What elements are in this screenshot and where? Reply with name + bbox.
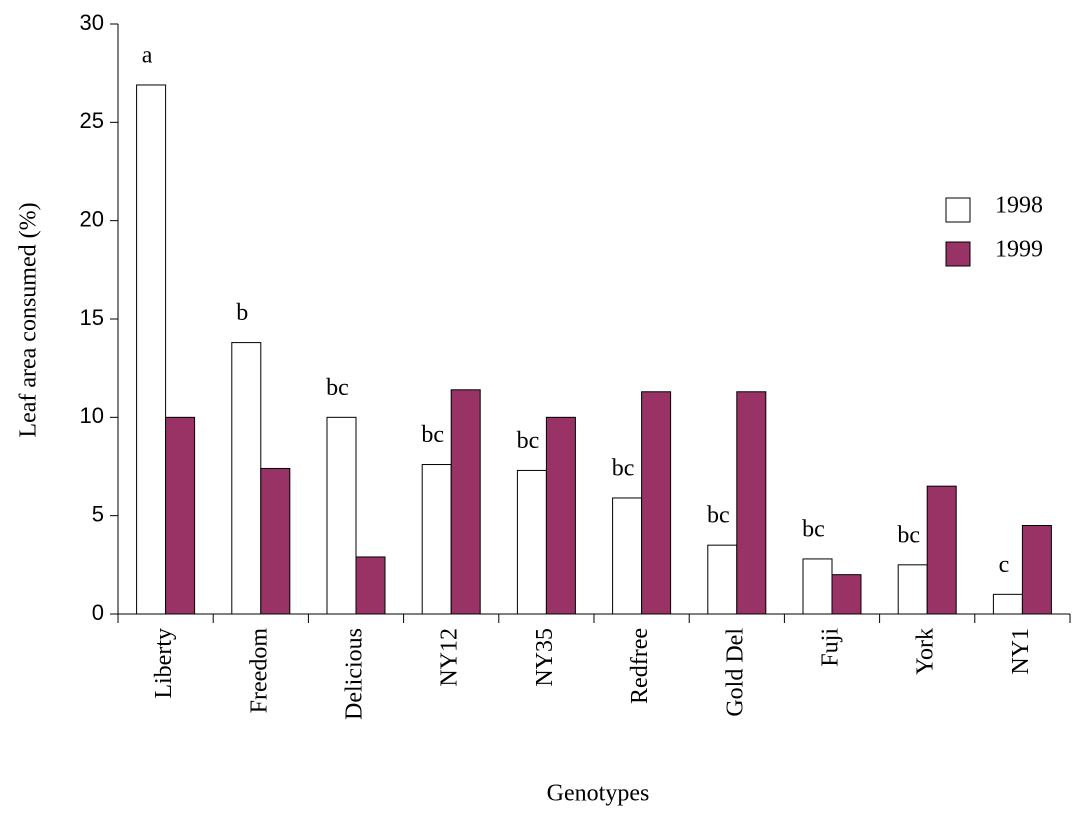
- bar: [231, 342, 262, 615]
- x-tick-label: Redfree: [627, 628, 653, 704]
- y-tick-label: 15: [80, 305, 104, 330]
- bar: [545, 416, 576, 615]
- bar: [326, 416, 357, 615]
- bar: [165, 416, 196, 615]
- x-tick-label: NY35: [532, 628, 558, 687]
- annotation: bc: [707, 503, 730, 529]
- annotation: c: [999, 552, 1010, 578]
- bar: [612, 497, 643, 615]
- annotation: bc: [326, 375, 349, 401]
- bar: [421, 464, 452, 615]
- annotation: bc: [421, 422, 444, 448]
- y-tick-label: 20: [80, 206, 104, 231]
- annotation: bc: [802, 516, 825, 542]
- legend-label: 1999: [995, 237, 1043, 263]
- bar: [641, 391, 672, 615]
- x-tick-label: Liberty: [151, 628, 177, 699]
- y-axis-title: Leaf area consumed (%): [16, 202, 42, 437]
- legend-swatch: [945, 241, 971, 267]
- y-tick-label: 30: [80, 10, 104, 35]
- bar: [450, 389, 481, 615]
- bar: [897, 564, 928, 615]
- x-tick-label: NY1: [1008, 628, 1034, 675]
- y-tick-label: 10: [80, 403, 104, 428]
- x-tick-label: Gold Del: [722, 628, 748, 717]
- y-tick-label: 0: [92, 600, 104, 625]
- bar: [516, 469, 547, 615]
- bar: [926, 485, 957, 615]
- bar: [1021, 525, 1052, 615]
- annotation: b: [236, 300, 248, 326]
- x-axis-title: Genotypes: [547, 781, 650, 807]
- bar: [831, 574, 862, 615]
- annotation: bc: [612, 455, 635, 481]
- bar: [736, 391, 767, 615]
- bar: [802, 558, 833, 615]
- x-tick-label: Freedom: [246, 628, 272, 714]
- bar: [355, 556, 386, 615]
- annotation: a: [142, 42, 153, 68]
- bar: [992, 593, 1023, 615]
- x-tick-label: York: [913, 628, 939, 675]
- x-tick-label: NY12: [437, 628, 463, 687]
- annotation: bc: [897, 522, 920, 548]
- y-tick-label: 5: [92, 501, 104, 526]
- bar: [260, 467, 291, 615]
- legend-swatch: [945, 197, 971, 223]
- legend-label: 1998: [995, 193, 1043, 219]
- x-tick-label: Delicious: [342, 628, 368, 720]
- annotation: bc: [517, 428, 540, 454]
- y-tick-label: 25: [80, 108, 104, 133]
- bar: [136, 84, 167, 615]
- bar: [707, 544, 738, 615]
- x-tick-label: Fuji: [818, 628, 844, 667]
